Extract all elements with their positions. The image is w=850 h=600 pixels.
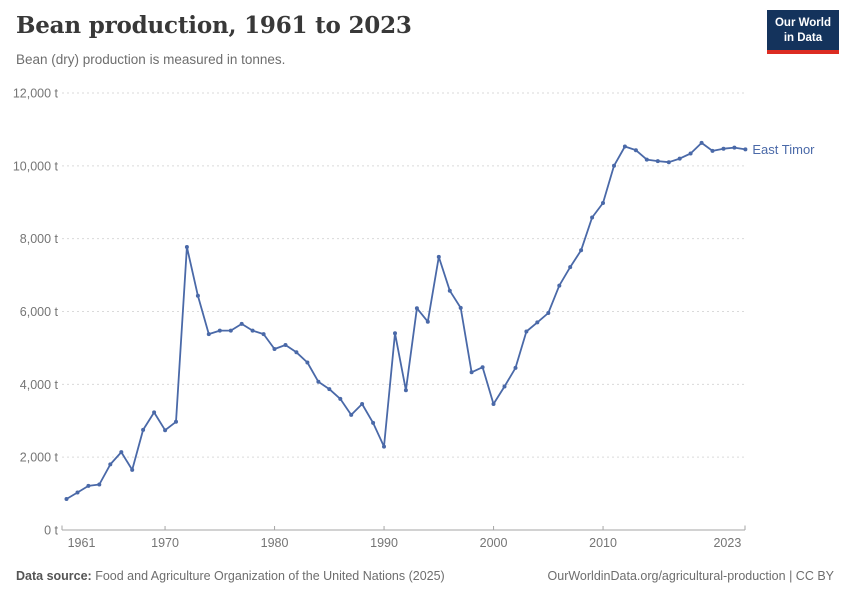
data-point-marker bbox=[447, 288, 452, 293]
data-point-marker bbox=[458, 305, 463, 310]
line-chart: 0 t 2,000 t 4,000 t 6,000 t 8,000 t 10,000 t 1… bbox=[13, 87, 815, 551]
y-axis-tick-label: 8,000 t bbox=[20, 232, 59, 246]
data-point-marker bbox=[612, 163, 616, 168]
data-point-marker bbox=[502, 384, 507, 389]
data-point-marker bbox=[338, 396, 343, 401]
owid-logo[interactable]: Our World in Data bbox=[766, 10, 839, 54]
data-point-marker bbox=[721, 146, 726, 151]
x-axis-tick-label: 2023 bbox=[713, 536, 741, 550]
data-point-marker bbox=[535, 320, 540, 325]
data-point-marker bbox=[601, 201, 605, 205]
data-source-text: Food and Agriculture Organization of the… bbox=[91, 569, 445, 583]
data-point-marker bbox=[524, 329, 529, 334]
data-point-marker bbox=[732, 145, 737, 150]
data-point-marker bbox=[469, 370, 474, 375]
data-point-marker bbox=[305, 360, 310, 365]
data-point-marker bbox=[403, 388, 408, 393]
data-point-marker bbox=[327, 387, 332, 392]
data-point-marker bbox=[371, 420, 376, 425]
owid-logo-line1: Our World bbox=[774, 17, 831, 29]
data-point-marker bbox=[688, 151, 693, 156]
data-point-marker bbox=[393, 331, 397, 336]
data-point-marker bbox=[622, 144, 627, 149]
data-point-marker bbox=[557, 283, 562, 288]
license-badge: | CC BY bbox=[785, 569, 834, 583]
data-point-marker bbox=[513, 365, 518, 370]
data-point-marker bbox=[152, 410, 157, 415]
data-point-marker bbox=[228, 328, 233, 333]
x-axis-tick-label: 2010 bbox=[589, 536, 617, 550]
data-point-marker bbox=[119, 450, 124, 455]
chart-subtitle: Bean (dry) production is measured in ton… bbox=[16, 52, 286, 67]
data-point-marker bbox=[480, 365, 485, 370]
data-point-marker bbox=[174, 419, 178, 424]
data-point-marker bbox=[710, 148, 715, 153]
data-point-marker bbox=[250, 328, 255, 333]
data-point-marker bbox=[195, 293, 200, 298]
data-line bbox=[65, 142, 747, 500]
data-point-marker bbox=[294, 350, 299, 355]
x-axis-tick-label: 1980 bbox=[261, 536, 289, 550]
data-source-note: Data source: Food and Agriculture Organi… bbox=[16, 569, 445, 583]
owid-logo-line2: in Data bbox=[783, 31, 823, 44]
data-point-marker bbox=[316, 379, 321, 384]
data-point-marker bbox=[436, 254, 441, 259]
page-title: Bean production, 1961 to 2023 bbox=[16, 12, 412, 39]
x-axis-tick-label: 1990 bbox=[370, 536, 398, 550]
chart-footer: Data source: Food and Agriculture Organi… bbox=[16, 569, 834, 583]
data-point-marker bbox=[382, 444, 386, 449]
entity-label[interactable]: East Timor bbox=[752, 142, 815, 157]
x-axis-tick-label: 1961 bbox=[68, 536, 96, 550]
data-point-marker bbox=[579, 248, 584, 253]
data-point-marker bbox=[163, 428, 168, 433]
data-point-marker bbox=[590, 215, 595, 220]
data-source-label: Data source: bbox=[16, 569, 92, 583]
data-point-marker bbox=[349, 412, 354, 417]
data-point-marker bbox=[699, 140, 704, 145]
y-axis-tick-label: 6,000 t bbox=[20, 305, 59, 319]
data-point-marker bbox=[491, 402, 496, 406]
data-point-marker bbox=[666, 160, 671, 165]
data-point-marker bbox=[217, 328, 222, 333]
data-point-marker bbox=[272, 347, 277, 351]
data-point-marker bbox=[677, 156, 682, 161]
data-point-marker bbox=[184, 245, 189, 249]
x-axis-tick-label: 1970 bbox=[151, 536, 179, 550]
data-point-marker bbox=[414, 306, 419, 311]
data-point-marker bbox=[633, 148, 638, 153]
data-point-marker bbox=[425, 319, 430, 324]
data-point-marker bbox=[75, 490, 80, 495]
data-point-marker bbox=[86, 483, 91, 488]
data-point-marker bbox=[141, 427, 146, 432]
y-axis-tick-label: 10,000 t bbox=[13, 159, 59, 173]
x-axis-tick-label: 2000 bbox=[480, 536, 508, 550]
owid-url-link[interactable]: OurWorldinData.org/agricultural-producti… bbox=[547, 569, 786, 583]
footer-right: OurWorldinData.org/agricultural-producti… bbox=[548, 569, 834, 583]
data-point-marker bbox=[206, 332, 211, 337]
data-point-marker bbox=[239, 321, 244, 326]
data-point-marker bbox=[97, 482, 102, 487]
data-point-marker bbox=[283, 343, 288, 347]
data-point-marker bbox=[655, 159, 660, 164]
data-point-marker bbox=[743, 147, 748, 152]
y-axis-tick-label: 0 t bbox=[44, 524, 58, 538]
y-axis-tick-label: 12,000 t bbox=[13, 87, 59, 101]
data-point-marker bbox=[568, 265, 573, 270]
data-point-marker bbox=[644, 157, 649, 162]
data-point-marker bbox=[261, 332, 266, 337]
data-point-marker bbox=[64, 497, 69, 501]
data-point-marker bbox=[108, 462, 113, 467]
y-axis-tick-label: 2,000 t bbox=[20, 451, 59, 465]
data-point-marker bbox=[130, 467, 135, 472]
y-axis-tick-label: 4,000 t bbox=[20, 378, 59, 392]
data-point-marker bbox=[360, 402, 365, 406]
data-point-marker bbox=[546, 311, 551, 315]
